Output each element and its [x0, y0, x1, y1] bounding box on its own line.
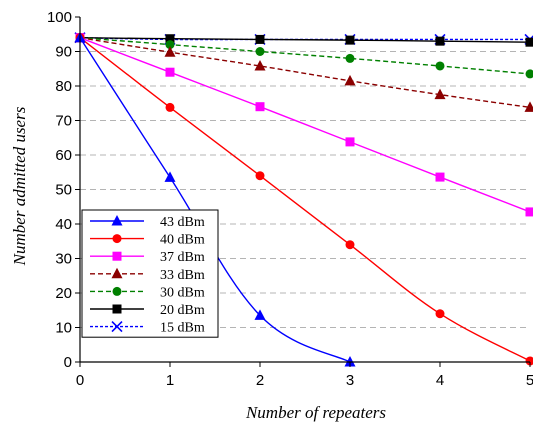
x-axis-title: Number of repeaters [245, 403, 386, 422]
data-point-33-dbm [434, 88, 446, 100]
legend-label-20-dbm: 20 dBm [160, 303, 205, 318]
x-tick-label: 0 [76, 372, 84, 389]
series-33-dbm [74, 31, 533, 112]
data-point-30-dbm [525, 69, 533, 79]
legend-label-43-dbm: 43 dBm [160, 215, 205, 230]
legend-label-15-dbm: 15 dBm [160, 321, 205, 336]
y-tick-label: 100 [47, 9, 72, 26]
data-point-33-dbm [344, 74, 356, 86]
data-point-43-dbm [164, 171, 176, 182]
legend-marker-37-dbm [112, 251, 122, 261]
x-tick-label: 1 [166, 372, 174, 389]
y-tick-label: 30 [55, 251, 72, 268]
data-point-20-dbm [165, 34, 175, 44]
y-tick-label: 60 [55, 147, 72, 164]
legend-marker-33-dbm [111, 267, 123, 279]
marker-x-stroke [111, 321, 123, 333]
data-point-37-dbm [345, 137, 355, 147]
data-point-40-dbm [525, 356, 533, 366]
series-line-33-dbm [79, 37, 531, 109]
axes: 0 10 20 30 40 50 60 70 80 90 100 0 1 2 3 4 5 [47, 9, 533, 389]
y-tick-label: 0 [64, 354, 72, 371]
legend-marker-30-dbm [112, 286, 122, 296]
legend-label-33-dbm: 33 dBm [160, 268, 205, 283]
legend-box [81, 209, 219, 338]
y-axis-title: Number admitted users [10, 106, 29, 266]
data-point-30-dbm [255, 47, 265, 56]
data-point-20-dbm [255, 34, 265, 44]
series-line-37-dbm [79, 37, 531, 213]
x-tick-label: 4 [436, 372, 444, 389]
y-tick-label: 80 [55, 78, 72, 95]
y-tick-label: 50 [55, 182, 72, 199]
data-point-33-dbm [524, 101, 533, 112]
data-point-37-dbm [435, 172, 445, 182]
data-point-43-dbm [344, 356, 356, 367]
data-point-37-dbm [165, 67, 175, 77]
y-tick-label: 10 [55, 320, 72, 337]
series-line-30-dbm [79, 37, 531, 75]
x-tick-label: 3 [346, 372, 354, 389]
data-point-20-dbm [525, 37, 533, 47]
data-point-43-dbm [254, 309, 266, 320]
data-point-30-dbm [345, 53, 355, 63]
legend: 43 dBm 40 dBm 37 dBm 33 dBm 30 dBm 20 dBm 15 d… [81, 209, 219, 338]
legend-label-37-dbm: 37 dBm [160, 250, 205, 265]
legend-marker-20-dbm [112, 304, 122, 314]
data-point-37-dbm [525, 207, 533, 217]
series-layer [74, 31, 533, 367]
series-37-dbm [75, 33, 533, 217]
data-point-40-dbm [435, 309, 445, 319]
x-tick-label: 2 [256, 372, 264, 389]
data-point-37-dbm [255, 102, 265, 112]
legend-marker-43-dbm [111, 215, 123, 226]
data-point-30-dbm [435, 61, 445, 71]
data-point-40-dbm [165, 102, 175, 112]
legend-marker-40-dbm [112, 234, 122, 244]
legend-marker-15-dbm [111, 321, 123, 333]
series-20-dbm [75, 33, 533, 47]
data-point-20-dbm [345, 35, 355, 45]
series-line-20-dbm [79, 37, 531, 43]
y-tick-label: 20 [55, 285, 72, 302]
legend-label-40-dbm: 40 dBm [160, 233, 205, 248]
data-point-40-dbm [255, 171, 265, 181]
data-point-20-dbm [435, 36, 445, 46]
data-point-33-dbm [164, 46, 176, 57]
y-tick-label: 90 [55, 44, 72, 61]
x-tick-label: 5 [526, 372, 533, 389]
series-line-40-dbm [79, 37, 531, 362]
data-point-40-dbm [345, 240, 355, 250]
data-point-30-dbm [165, 40, 175, 50]
y-tick-label: 40 [55, 216, 72, 233]
y-tick-label: 70 [55, 113, 72, 130]
data-point-33-dbm [254, 59, 266, 71]
legend-label-30-dbm: 30 dBm [160, 285, 205, 300]
